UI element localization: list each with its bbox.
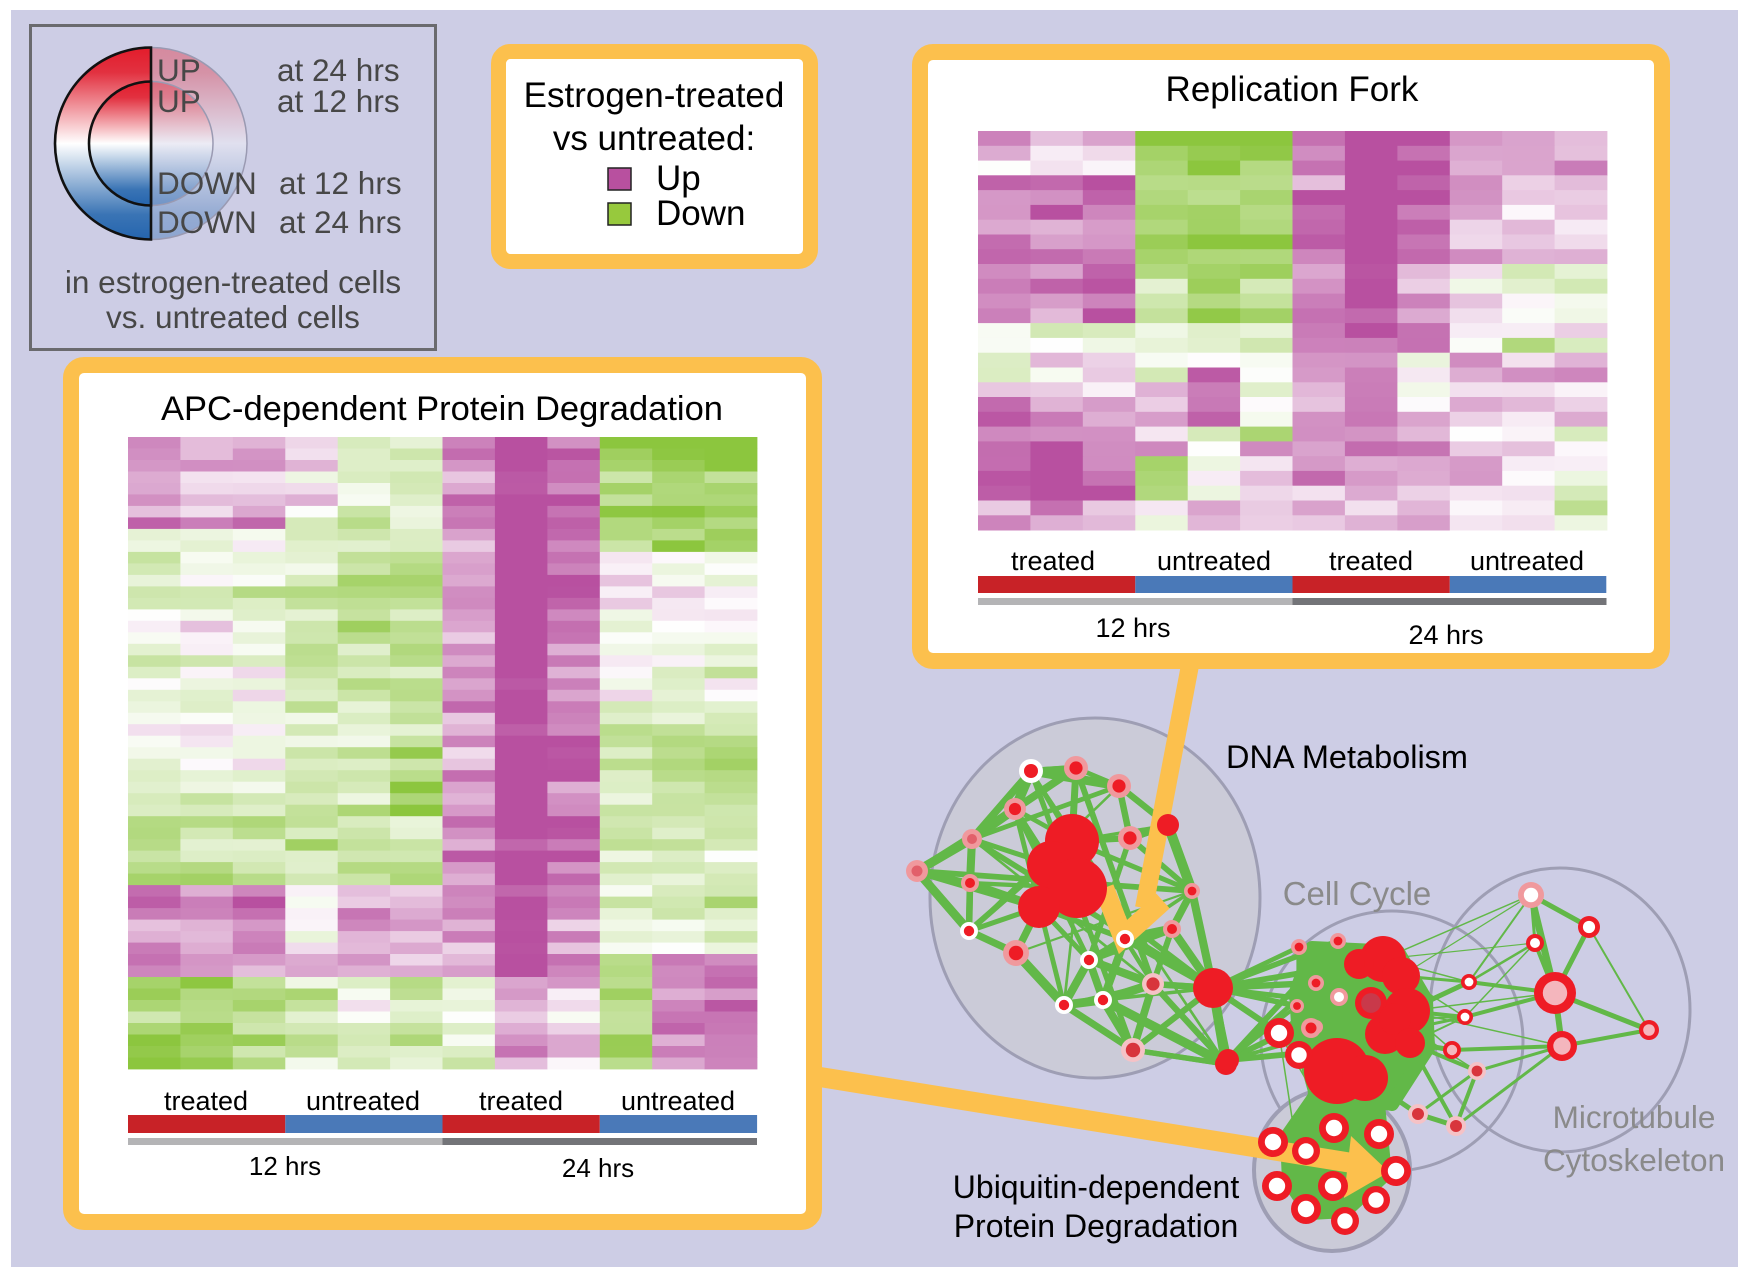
svg-text:Microtubule: Microtubule bbox=[1553, 1099, 1716, 1135]
svg-text:DOWN: DOWN bbox=[157, 165, 257, 201]
svg-text:untreated: untreated bbox=[621, 1086, 735, 1116]
svg-text:treated: treated bbox=[1011, 546, 1095, 576]
svg-text:UP: UP bbox=[157, 52, 201, 88]
svg-text:untreated: untreated bbox=[1157, 546, 1271, 576]
svg-text:Replication Fork: Replication Fork bbox=[1166, 70, 1419, 109]
svg-text:vs untreated:: vs untreated: bbox=[553, 119, 755, 158]
svg-text:APC-dependent Protein Degradat: APC-dependent Protein Degradation bbox=[161, 390, 723, 428]
svg-text:at 24 hrs: at 24 hrs bbox=[279, 204, 402, 240]
svg-text:12 hrs: 12 hrs bbox=[249, 1151, 321, 1181]
svg-text:treated: treated bbox=[479, 1086, 563, 1116]
svg-text:UP: UP bbox=[157, 83, 201, 119]
svg-text:Cytoskeleton: Cytoskeleton bbox=[1543, 1142, 1725, 1178]
svg-text:DNA Metabolism: DNA Metabolism bbox=[1226, 739, 1468, 775]
svg-text:DOWN: DOWN bbox=[157, 204, 257, 240]
svg-text:Up: Up bbox=[656, 159, 701, 198]
svg-text:Estrogen-treated: Estrogen-treated bbox=[524, 76, 785, 115]
svg-text:24 hrs: 24 hrs bbox=[562, 1153, 634, 1183]
svg-text:treated: treated bbox=[1329, 546, 1413, 576]
svg-text:Ubiquitin-dependent: Ubiquitin-dependent bbox=[953, 1169, 1240, 1205]
svg-text:Cell Cycle: Cell Cycle bbox=[1283, 875, 1432, 912]
svg-text:24 hrs: 24 hrs bbox=[1408, 620, 1483, 650]
svg-text:at 12 hrs: at 12 hrs bbox=[279, 165, 402, 201]
svg-text:Protein Degradation: Protein Degradation bbox=[954, 1208, 1239, 1244]
svg-text:vs. untreated cells: vs. untreated cells bbox=[106, 299, 360, 335]
svg-text:at 24 hrs: at 24 hrs bbox=[277, 52, 400, 88]
svg-text:Down: Down bbox=[656, 194, 745, 233]
svg-text:untreated: untreated bbox=[306, 1086, 420, 1116]
svg-text:in estrogen-treated cells: in estrogen-treated cells bbox=[65, 264, 401, 300]
svg-text:at 12 hrs: at 12 hrs bbox=[277, 83, 400, 119]
svg-text:12 hrs: 12 hrs bbox=[1095, 613, 1170, 643]
svg-text:untreated: untreated bbox=[1470, 546, 1584, 576]
svg-text:treated: treated bbox=[164, 1086, 248, 1116]
